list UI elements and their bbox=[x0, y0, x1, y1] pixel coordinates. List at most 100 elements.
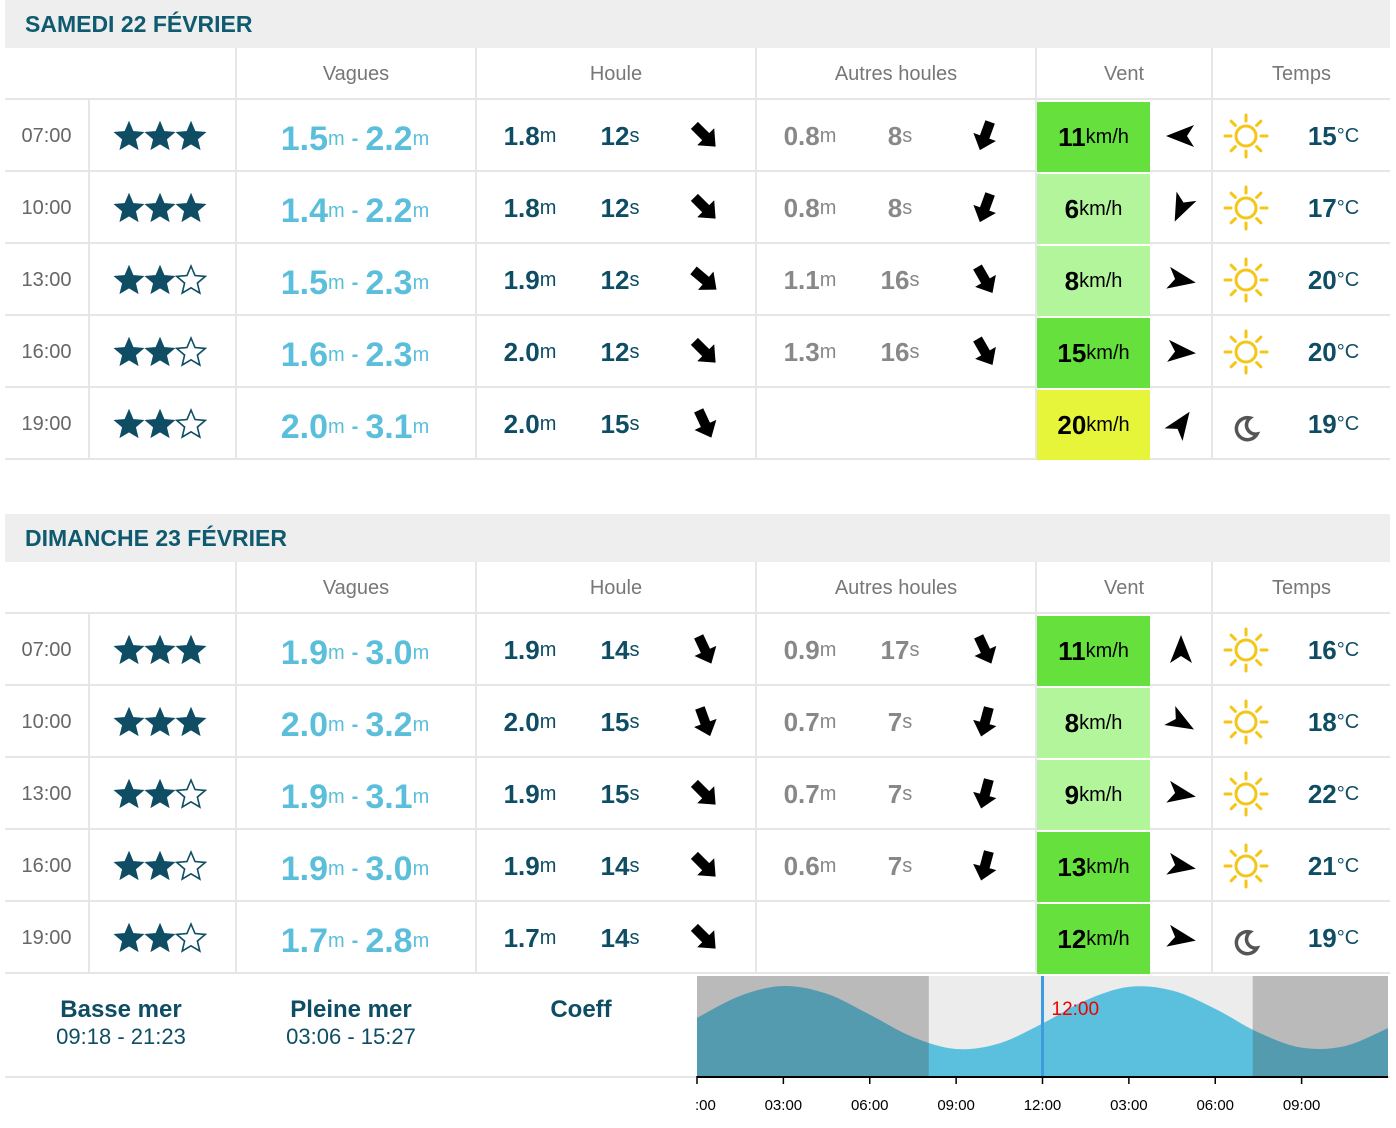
star bbox=[112, 850, 145, 881]
unit: m bbox=[819, 854, 837, 877]
other-height: 0.9 m bbox=[755, 614, 865, 686]
star bbox=[143, 336, 176, 367]
row bbox=[5, 686, 1390, 758]
cell-border bbox=[235, 100, 237, 172]
other-period: 17 s bbox=[855, 614, 945, 686]
value: 2.2 bbox=[365, 191, 413, 230]
unit: s bbox=[902, 854, 913, 877]
now-label: 12:00 bbox=[1052, 999, 1100, 1020]
wave-cell: 1.6 m -2.3 m bbox=[235, 316, 475, 388]
unit: °C bbox=[1336, 710, 1360, 733]
wind-icon bbox=[1166, 339, 1196, 362]
swell-direction bbox=[675, 758, 735, 830]
unit: m bbox=[327, 271, 345, 294]
star bbox=[174, 634, 207, 665]
star bbox=[112, 778, 145, 809]
wind-arrow bbox=[1165, 852, 1196, 875]
value: 3.0 bbox=[365, 849, 413, 888]
wave-cell: 1.5 m -2.3 m bbox=[235, 244, 475, 316]
unit: m bbox=[412, 271, 430, 294]
swell-period: 14 s bbox=[575, 830, 665, 902]
cell-border bbox=[1211, 172, 1213, 244]
weather-icon-cell bbox=[1211, 686, 1281, 758]
moon bbox=[1234, 415, 1261, 442]
value: 2.8 bbox=[365, 921, 413, 960]
header-text: Temps bbox=[1272, 576, 1331, 599]
row bbox=[5, 830, 1390, 902]
cell-border bbox=[1035, 316, 1037, 388]
rating-cell bbox=[88, 614, 235, 686]
rating bbox=[112, 706, 207, 737]
swell-period: 12 s bbox=[575, 244, 665, 316]
direction-icon bbox=[973, 264, 996, 293]
sun-ray bbox=[1255, 875, 1263, 883]
direction-icon bbox=[690, 779, 716, 805]
unit: s bbox=[629, 124, 640, 147]
value: 15 bbox=[600, 706, 630, 737]
rating-cell bbox=[88, 172, 235, 244]
star bbox=[143, 408, 176, 439]
value: 2.0 bbox=[503, 408, 540, 439]
x-tick-label: 12:00 bbox=[1024, 1097, 1062, 1114]
wind-arrow bbox=[1166, 339, 1196, 362]
direction-icon bbox=[974, 634, 997, 664]
unit: km/h bbox=[1086, 927, 1130, 950]
swell-period: 15 s bbox=[575, 388, 665, 460]
rating bbox=[112, 120, 207, 151]
other-height: 0.7 m bbox=[755, 758, 865, 830]
value: 2.2 bbox=[365, 119, 413, 158]
swell-direction bbox=[675, 100, 735, 172]
cell-border bbox=[1035, 830, 1037, 902]
other-height: 0.8 m bbox=[755, 172, 865, 244]
wave-cell: 1.4 m -2.2 m bbox=[235, 172, 475, 244]
unit: m bbox=[539, 268, 557, 291]
sun-disc bbox=[1234, 782, 1258, 806]
value: 0.8 bbox=[783, 192, 820, 223]
weather-icon bbox=[1223, 627, 1269, 673]
time: 07:00 bbox=[21, 638, 72, 661]
weather-icon bbox=[1223, 257, 1269, 303]
value: 7 bbox=[887, 850, 903, 881]
separator: - bbox=[351, 641, 359, 664]
cell-border bbox=[475, 614, 477, 686]
wind-direction bbox=[1150, 758, 1211, 830]
tide-label: Pleine mer bbox=[290, 996, 412, 1023]
value: 3.2 bbox=[365, 705, 413, 744]
moon bbox=[1234, 929, 1261, 956]
row bbox=[5, 172, 1390, 244]
x-tick-label: 06:00 bbox=[851, 1097, 889, 1114]
unit: m bbox=[327, 127, 345, 150]
wind-arrow bbox=[1165, 266, 1196, 289]
wind-direction bbox=[1150, 244, 1211, 316]
weather-icon bbox=[1223, 185, 1269, 231]
other-height: 1.3 m bbox=[755, 316, 865, 388]
separator: - bbox=[351, 199, 359, 222]
unit: m bbox=[327, 713, 345, 736]
wind-cell: 8 km/h bbox=[1037, 246, 1150, 316]
cell-border bbox=[88, 100, 90, 172]
header-text: Vagues bbox=[322, 576, 390, 599]
direction-arrow bbox=[694, 408, 717, 438]
value: 14 bbox=[600, 850, 630, 881]
direction-arrow bbox=[690, 779, 716, 805]
value: 15 bbox=[600, 778, 630, 809]
rating-stars bbox=[112, 777, 207, 809]
rating-cell bbox=[88, 758, 235, 830]
other-direction bbox=[955, 614, 1015, 686]
unit: km/h bbox=[1085, 639, 1129, 662]
star bbox=[174, 407, 207, 439]
header-row bbox=[5, 48, 1390, 100]
swell-height: 2.0 m bbox=[475, 388, 585, 460]
time-cell: 19:00 bbox=[5, 388, 88, 460]
direction-arrow bbox=[974, 634, 997, 664]
value: 7 bbox=[887, 778, 903, 809]
swell-period: 15 s bbox=[575, 758, 665, 830]
unit: m bbox=[819, 124, 837, 147]
wave-cell: 1.7 m -2.8 m bbox=[235, 902, 475, 974]
cell-border bbox=[475, 316, 477, 388]
cell-border bbox=[235, 172, 237, 244]
wind-cell: 20 km/h bbox=[1037, 390, 1150, 460]
wind-direction bbox=[1150, 902, 1211, 974]
wind-icon bbox=[1174, 191, 1196, 222]
unit: m bbox=[327, 415, 345, 438]
